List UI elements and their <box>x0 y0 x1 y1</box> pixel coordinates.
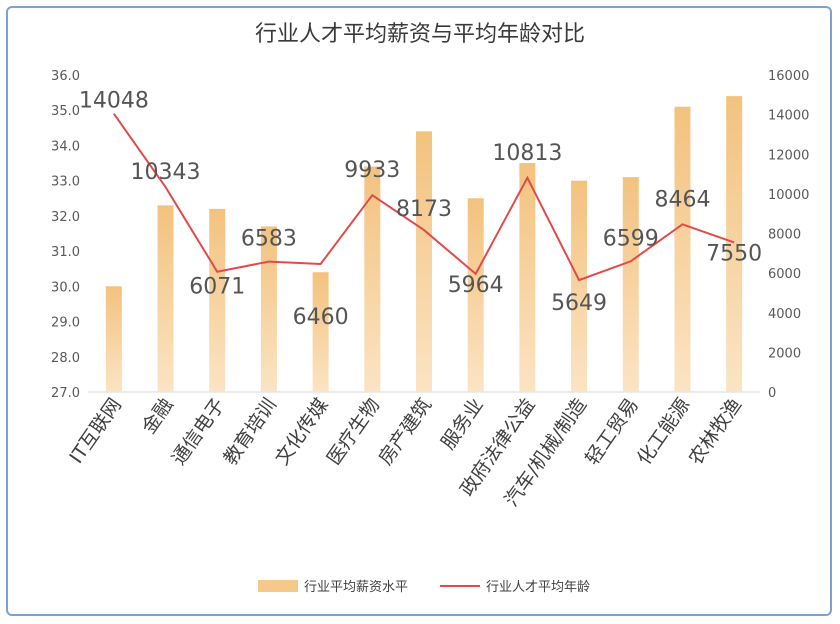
age-data-label: 6599 <box>603 226 659 251</box>
y-left-tick-label: 35.0 <box>51 104 80 119</box>
salary-bar <box>416 131 432 392</box>
salary-bar <box>312 272 329 392</box>
y-right-tick-label: 2000 <box>768 346 801 361</box>
y-right-tick-label: 14000 <box>768 109 809 124</box>
age-data-label: 6071 <box>189 275 245 300</box>
y-left-tick-label: 36.0 <box>51 69 80 84</box>
y-left-tick-label: 30.0 <box>51 280 80 295</box>
legend-bar-swatch <box>258 580 298 592</box>
salary-bar <box>157 205 174 392</box>
y-right-tick-label: 0 <box>768 386 776 401</box>
salary-bar <box>209 208 226 392</box>
age-data-label: 9933 <box>344 158 400 183</box>
y-right-tick-label: 8000 <box>768 228 801 243</box>
y-right-tick-label: 6000 <box>768 267 801 282</box>
legend-bar-label: 行业平均薪资水平 <box>304 580 408 595</box>
y-left-tick-label: 29.0 <box>51 316 80 331</box>
y-left-tick-label: 32.0 <box>51 210 80 225</box>
age-line <box>113 113 735 282</box>
salary-bar <box>622 177 639 392</box>
salary-bar <box>105 286 122 392</box>
age-data-label: 7550 <box>706 241 762 266</box>
y-right-tick-label: 4000 <box>768 307 801 322</box>
age-data-label: 5964 <box>448 273 504 298</box>
salary-bar <box>571 180 588 392</box>
y-left-tick-label: 28.0 <box>51 351 80 366</box>
y-right-tick-label: 12000 <box>768 148 809 163</box>
age-data-label: 14048 <box>79 89 149 114</box>
y-left-tick-label: 33.0 <box>51 175 80 190</box>
y-right-tick-label: 10000 <box>768 188 809 203</box>
salary-bar <box>519 163 536 392</box>
age-data-label: 6460 <box>293 305 349 330</box>
x-category-label: 服务业 <box>437 394 488 453</box>
legend-line-label: 行业人才平均年龄 <box>486 580 590 595</box>
age-data-label: 5649 <box>551 291 607 316</box>
salary-bar <box>364 166 381 392</box>
y-left-tick-label: 31.0 <box>51 245 80 260</box>
age-data-label: 10343 <box>131 160 201 185</box>
x-category-label: IT互联网 <box>65 394 126 467</box>
y-left-tick-label: 27.0 <box>51 386 80 401</box>
salary-bar <box>467 198 484 392</box>
age-data-label: 8173 <box>396 197 452 222</box>
x-category-label: 农林牧渔 <box>685 394 747 469</box>
chart-title: 行业人才平均薪资与平均年龄对比 <box>254 22 585 47</box>
age-data-label: 6583 <box>241 227 297 252</box>
x-category-label: 金融 <box>138 394 178 438</box>
salary-bar <box>260 226 277 392</box>
age-data-label: 10813 <box>492 141 562 166</box>
y-left-tick-label: 34.0 <box>51 139 80 154</box>
x-category-label: 房产建筑 <box>374 394 436 469</box>
age-data-label: 8464 <box>654 187 710 212</box>
salary-bar <box>726 96 743 392</box>
salary-bar <box>674 106 691 392</box>
y-right-tick-label: 16000 <box>768 69 809 84</box>
